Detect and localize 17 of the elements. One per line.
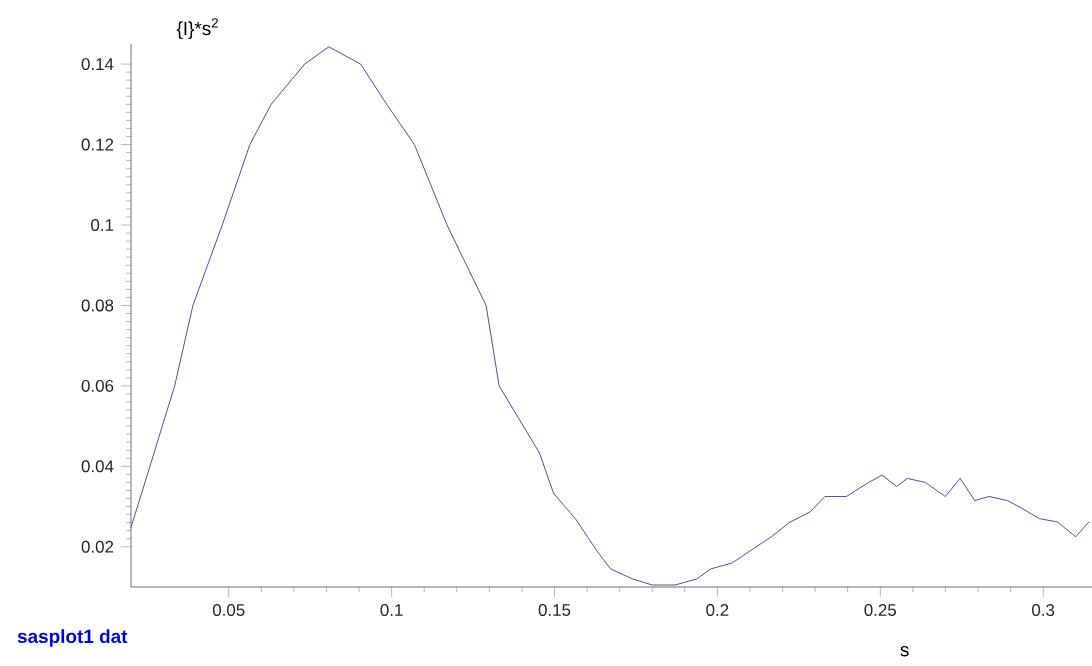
x-tick-label: 0.25	[864, 604, 897, 617]
y-tick-label: 0.12	[81, 138, 114, 151]
y-tick-label: 0.1	[91, 219, 114, 231]
y-tick-label: 0.02	[81, 540, 114, 553]
y-tick-label: 0.14	[81, 58, 114, 71]
text: sasplot1 dat	[17, 629, 128, 647]
x-tick-label: 0.3	[1032, 604, 1055, 617]
x-tick-label: 0.15	[538, 604, 571, 617]
x-tick-label: 0.2	[706, 604, 729, 617]
x-tick-label: 0.1	[380, 604, 403, 617]
y-tick-label: 0.08	[81, 299, 114, 312]
y-tick-label: 0.06	[81, 379, 114, 392]
line-series	[130, 46, 1090, 586]
x-tick-label: 0.05	[212, 604, 245, 617]
x-axis-title: s	[900, 646, 909, 657]
y-tick-label: 0.04	[81, 460, 114, 473]
y-axis-title: {I}*s$^{2}$	[176, 18, 218, 39]
